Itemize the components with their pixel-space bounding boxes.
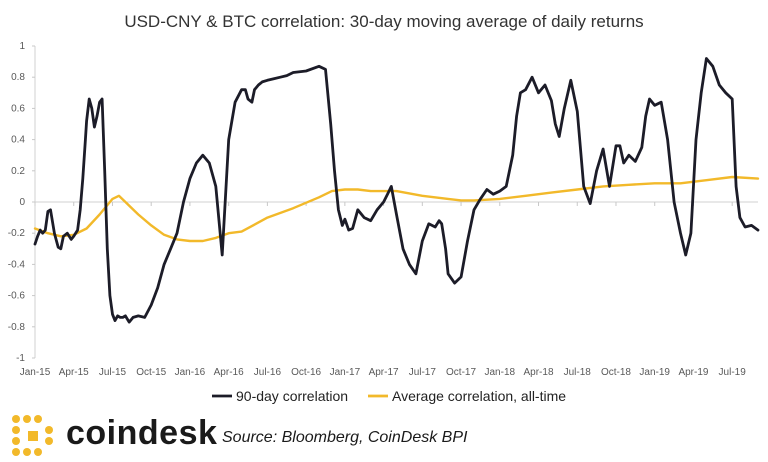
x-tick-label: Jan-15 bbox=[20, 367, 51, 378]
series-line-90-day-correlation bbox=[33, 57, 760, 324]
x-tick-label: Jan-17 bbox=[330, 367, 361, 378]
legend-item-90-day-correlation-label: 90-day correlation bbox=[236, 388, 348, 404]
x-tick-label: Jan-19 bbox=[639, 367, 670, 378]
y-axis-tick-labels: 1 0.8 0.6 0.4 0.2 0 -0.2 -0.4 -0.6 -0.8 -1 bbox=[8, 41, 26, 364]
y-tick-label: 0.2 bbox=[11, 166, 25, 177]
x-tick-label: Oct-16 bbox=[291, 367, 321, 378]
x-tick-label: Apr-19 bbox=[678, 367, 708, 378]
x-tick-label: Apr-17 bbox=[369, 367, 399, 378]
y-tick-label: 1 bbox=[19, 41, 25, 52]
x-tick-label: Jul-15 bbox=[99, 367, 127, 378]
x-tick-label: Jul-19 bbox=[719, 367, 747, 378]
coindesk-logo-icon bbox=[12, 415, 53, 456]
y-tick-label: -0.8 bbox=[8, 322, 26, 333]
y-tick-label: 0.6 bbox=[11, 103, 25, 114]
x-tick-label: Oct-15 bbox=[136, 367, 166, 378]
x-tick-label: Apr-15 bbox=[59, 367, 89, 378]
y-tick-label: 0.8 bbox=[11, 72, 25, 83]
x-tick-label: Jan-16 bbox=[175, 367, 206, 378]
x-tick-label: Jan-18 bbox=[484, 367, 515, 378]
axes bbox=[32, 45, 758, 359]
y-tick-label: -0.2 bbox=[8, 228, 26, 239]
y-tick-label: 0 bbox=[19, 197, 25, 208]
legend-item-average-correlation-label: Average correlation, all-time bbox=[392, 388, 566, 404]
chart: USD-CNY & BTC correlation: 30-day moving… bbox=[8, 12, 760, 404]
x-tick-label: Oct-17 bbox=[446, 367, 476, 378]
x-tick-label: Jul-17 bbox=[409, 367, 437, 378]
chart-title: USD-CNY & BTC correlation: 30-day moving… bbox=[124, 12, 643, 31]
x-tick-label: Jul-18 bbox=[564, 367, 592, 378]
x-tick-label: Oct-18 bbox=[601, 367, 631, 378]
brand-wordmark: coindesk bbox=[66, 414, 218, 452]
source-note: Source: Bloomberg, CoinDesk BPI bbox=[222, 429, 468, 446]
y-tick-label: 0.4 bbox=[11, 135, 25, 146]
x-tick-label: Apr-16 bbox=[214, 367, 244, 378]
x-axis-tick-labels: Jan-15 Apr-15 Jul-15 Oct-15 Jan-16 Apr-16 Jul-… bbox=[20, 367, 747, 378]
x-tick-label: Jul-16 bbox=[254, 367, 282, 378]
footer: coindesk Source: Bloomberg, CoinDesk BPI bbox=[0, 405, 768, 462]
series-lines bbox=[33, 57, 760, 324]
x-tick-label: Apr-18 bbox=[524, 367, 554, 378]
y-tick-label: -0.4 bbox=[8, 259, 26, 270]
y-tick-label: -1 bbox=[16, 353, 25, 364]
legend: 90-day correlation Average correlation, a… bbox=[212, 388, 566, 404]
y-tick-label: -0.6 bbox=[8, 291, 26, 302]
